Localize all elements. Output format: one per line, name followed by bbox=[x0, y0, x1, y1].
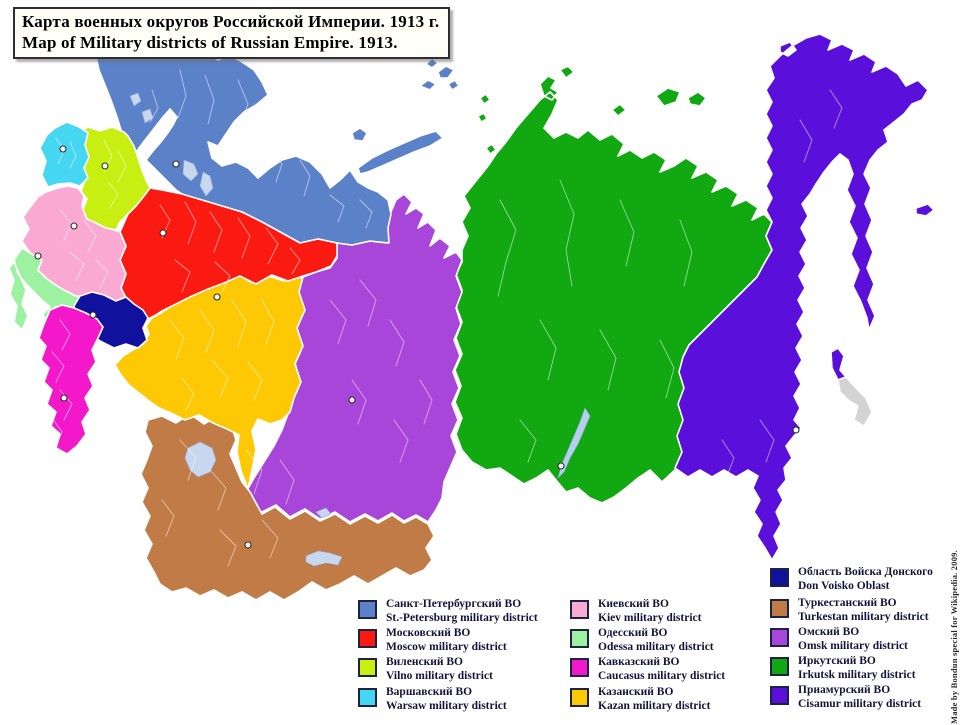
legend-swatch-caucasus bbox=[570, 658, 589, 677]
district-warsaw-region bbox=[39, 121, 90, 188]
lake-ladoga bbox=[182, 159, 199, 182]
legend-label-ru: Кавказский ВО bbox=[598, 656, 680, 668]
legend-label-ru: Казанский ВО bbox=[598, 686, 674, 698]
legend-label-ru: Московский ВО bbox=[386, 627, 471, 639]
city-marker bbox=[159, 229, 167, 237]
legend-label-en: Irkutsk military district bbox=[798, 668, 916, 681]
legend-swatch-kazan bbox=[570, 688, 589, 707]
legend-item-odessa: Одесский ВО Odessa military district bbox=[570, 627, 714, 654]
map-title-en: Map of Military districts of Russian Emp… bbox=[22, 33, 398, 52]
legend-label-ru: Туркестанский ВО bbox=[798, 597, 897, 609]
map-title-ru: Карта военных округов Российской Империи… bbox=[22, 12, 440, 31]
legend-label-en: Warsaw military district bbox=[386, 699, 507, 712]
city-marker bbox=[60, 394, 68, 402]
legend-item-moscow: Московский ВО Moscow military district bbox=[358, 627, 507, 654]
legend-item-kiev: Киевский ВО Kiev military district bbox=[570, 598, 701, 625]
legend-label-ru: Санкт-Петербургский ВО bbox=[386, 598, 522, 610]
small-lake bbox=[315, 507, 332, 519]
legend-swatch-odessa bbox=[570, 629, 589, 648]
city-markers bbox=[34, 145, 800, 549]
city-marker bbox=[557, 462, 565, 470]
legend-item-omsk: Омский ВО Omsk military district bbox=[770, 626, 908, 653]
neutral-south-sakhalin-region bbox=[837, 376, 873, 427]
legend-label-ru: Виленский ВО bbox=[386, 656, 463, 668]
legend-label-en: Moscow military district bbox=[386, 640, 507, 653]
legend-label-en: Turkestan military district bbox=[798, 610, 929, 623]
lake-balkhash bbox=[305, 550, 343, 567]
legend-swatch-don bbox=[770, 568, 789, 587]
legend-swatch-cisamur bbox=[770, 686, 789, 705]
lake-baikal bbox=[557, 407, 591, 480]
legend-item-warsaw: Варшавский ВО Warsaw military district bbox=[358, 686, 507, 713]
city-marker bbox=[101, 162, 109, 170]
legend-swatch-turkestan bbox=[770, 599, 789, 618]
city-marker bbox=[59, 145, 67, 153]
legend-swatch-irkutsk bbox=[770, 657, 789, 676]
legend-swatch-kiev bbox=[570, 600, 589, 619]
city-marker bbox=[244, 541, 252, 549]
legend-label-ru: Иркутский ВО bbox=[798, 655, 876, 667]
legend-swatch-moscow bbox=[358, 629, 377, 648]
city-marker bbox=[348, 396, 356, 404]
city-marker bbox=[213, 293, 221, 301]
district-caucasus-region bbox=[38, 304, 104, 455]
legend-label-ru: Омский ВО bbox=[798, 626, 860, 638]
legend-label-en: Don Voisko Oblast bbox=[798, 579, 890, 592]
finnish-lake bbox=[129, 92, 142, 107]
legend-label-en: Cisamur military district bbox=[798, 697, 922, 710]
legend-item-cisamur: Приамурский ВО Cisamur military district bbox=[770, 684, 921, 711]
province-borders bbox=[51, 69, 843, 567]
legend-label-en: St.-Petersburg military district bbox=[386, 611, 538, 624]
legend-swatch-omsk bbox=[770, 628, 789, 647]
legend-item-kazan: Казанский ВО Kazan military district bbox=[570, 686, 710, 713]
city-marker bbox=[70, 222, 78, 230]
legend-swatch-warsaw bbox=[358, 688, 377, 707]
legend-label-ru: Приамурский ВО bbox=[798, 684, 891, 696]
legend-swatch-vilno bbox=[358, 658, 377, 677]
finnish-lake bbox=[141, 108, 154, 124]
legend-label-ru: Варшавский ВО bbox=[386, 686, 473, 698]
legend-item-stpetersburg: Санкт-Петербургский ВО St.-Petersburg mil… bbox=[358, 598, 538, 625]
city-marker bbox=[792, 426, 800, 434]
legend-item-vilno: Виленский ВО Vilno military district bbox=[358, 656, 493, 683]
legend-label-en: Odessa military district bbox=[598, 640, 714, 653]
legend-item-don: Область Войска Донского Don Voisko Oblast bbox=[770, 566, 933, 593]
legend-label-ru: Область Войска Донского bbox=[798, 566, 933, 578]
lake-onega bbox=[199, 171, 214, 197]
legend-label-en: Caucasus military district bbox=[598, 669, 726, 682]
map-title-box: Карта военных округов Российской Империи… bbox=[13, 7, 451, 59]
district-cisamur-region bbox=[674, 33, 935, 561]
city-marker bbox=[172, 160, 180, 168]
district-irkutsk-region bbox=[454, 65, 773, 504]
legend-item-turkestan: Туркестанский ВО Turkestan military distr… bbox=[770, 597, 929, 624]
legend-label-en: Omsk military district bbox=[798, 639, 908, 652]
legend-label-ru: Одесский ВО bbox=[598, 627, 668, 639]
legend-label-en: Kazan military district bbox=[598, 699, 711, 712]
legend-label-ru: Киевский ВО bbox=[598, 598, 669, 610]
city-marker bbox=[34, 252, 42, 260]
legend-swatch-stpetersburg bbox=[358, 600, 377, 619]
legend-label-en: Vilno military district bbox=[386, 669, 493, 682]
attribution-text: Made by Bondun special for Wikipedia. 20… bbox=[949, 550, 959, 724]
legend-item-irkutsk: Иркутский ВО Irkutsk military district bbox=[770, 655, 916, 682]
legend-label-en: Kiev military district bbox=[598, 611, 702, 624]
legend-item-caucasus: Кавказский ВО Caucasus military district bbox=[570, 656, 725, 683]
city-marker bbox=[89, 311, 97, 319]
